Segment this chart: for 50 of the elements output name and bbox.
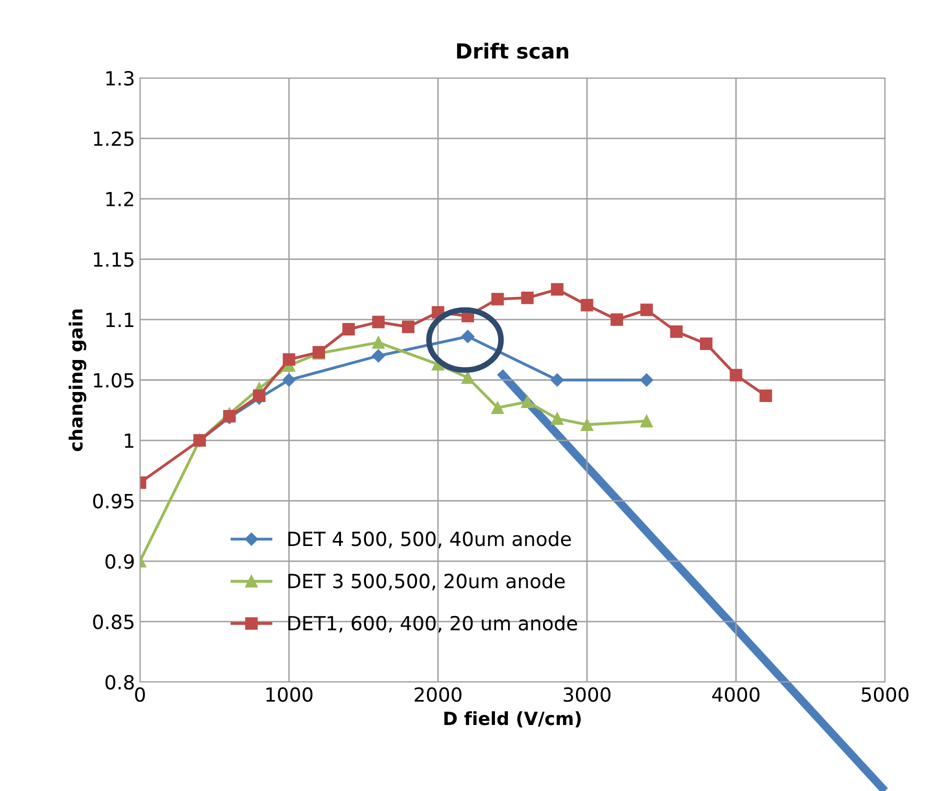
point <box>640 304 653 316</box>
point <box>282 373 296 387</box>
legend-label: DET 4 500, 500, 40um anode <box>288 531 571 548</box>
point <box>640 414 653 428</box>
y-tick-label: 1.1 <box>106 312 134 327</box>
point <box>610 313 624 326</box>
legend-label: DET1, 600, 400, 20 um anode <box>288 615 578 633</box>
point <box>580 418 594 431</box>
y-tick-label: 1 <box>124 434 134 448</box>
legend-label: DET 3 500,500, 20um anode <box>288 573 565 590</box>
point <box>462 371 474 384</box>
y-tick-label: 1.3 <box>106 70 134 86</box>
y-tick-label: 0.9 <box>106 554 134 569</box>
y-axis-title: changing gain <box>68 309 86 452</box>
point <box>252 389 266 402</box>
y-tick-label: 1.15 <box>94 252 134 267</box>
point <box>760 389 772 402</box>
y-tick-label: 0.85 <box>93 614 134 630</box>
point <box>461 330 474 344</box>
point <box>372 349 385 362</box>
point <box>521 292 534 304</box>
x-tick-label: 4000 <box>712 687 760 702</box>
x-tick-label: 3000 <box>564 687 610 702</box>
point <box>372 336 385 349</box>
x-axis-title: D field (V/cm) <box>444 711 581 728</box>
point <box>282 353 296 366</box>
x-tick-label: 1000 <box>266 687 312 702</box>
y-tick-label: 0.95 <box>93 494 134 508</box>
point <box>550 373 564 387</box>
y-tick-label: 0.8 <box>106 674 134 690</box>
y-tick-label: 1.25 <box>94 131 134 146</box>
point <box>550 412 564 425</box>
chart-title: Drift scan <box>457 42 568 59</box>
point <box>491 402 504 414</box>
point <box>342 323 355 336</box>
point <box>730 368 742 382</box>
x-tick-label: 5000 <box>862 687 908 702</box>
point <box>372 316 385 328</box>
point <box>700 338 712 350</box>
point <box>640 373 654 387</box>
point <box>580 298 594 312</box>
y-tick-label: 1.05 <box>94 372 134 388</box>
x-tick-label: 0 <box>135 687 145 702</box>
point <box>491 292 504 306</box>
x-tick-label: 2000 <box>414 687 462 702</box>
y-tick-label: 1.2 <box>106 192 134 206</box>
point <box>670 325 683 338</box>
point <box>521 395 534 408</box>
point <box>402 320 414 334</box>
point <box>550 283 564 296</box>
